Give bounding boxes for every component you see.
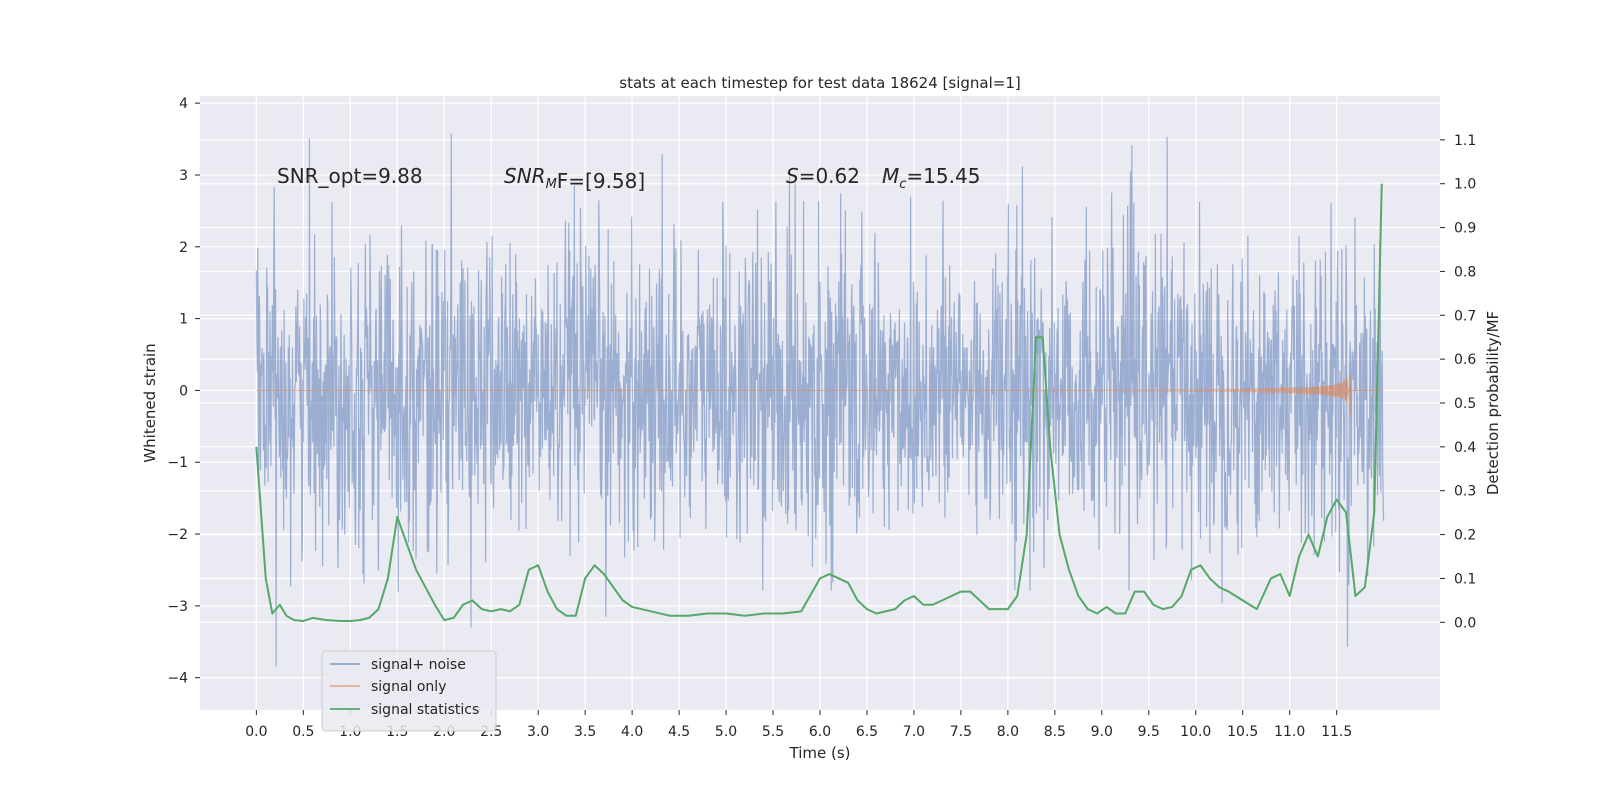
signal-noise-line xyxy=(255,133,1385,667)
y-left-axis-label: Whitened strain xyxy=(141,343,159,462)
y-right-tick-label: 1.1 xyxy=(1454,133,1476,149)
y-right-tick-label: 0.6 xyxy=(1454,352,1476,368)
x-tick-labels: 0.0 0.5 1.0 1.5 2.0 2.5 3.0 3.5 4.0 4.5 5.0 5.5 6.0 6… xyxy=(245,710,1352,740)
y-left-tick-label: 4 xyxy=(179,96,188,112)
legend: signal+ noise signal only signal statist… xyxy=(321,650,497,732)
chirp-mass-annotation: Mc=15.45 xyxy=(882,164,980,192)
x-tick-label: 0.0 xyxy=(245,724,267,740)
s-stat-letter: S xyxy=(786,164,799,188)
snr-opt-annotation: SNR_opt=9.88 xyxy=(277,164,423,188)
signal-noise-series xyxy=(255,133,1385,667)
mc-value: =15.45 xyxy=(906,164,980,188)
y-left-tick-labels: 4 3 2 1 0 −1 −2 −3 −4 xyxy=(167,96,200,687)
x-tick-label: 8.0 xyxy=(997,724,1019,740)
snr-mf-base: SNR xyxy=(504,164,546,188)
legend-label-signal-noise: signal+ noise xyxy=(371,657,466,673)
signal-statistics-series xyxy=(255,183,1383,622)
signal-only-line xyxy=(256,375,1384,416)
y-right-tick-label: 0.3 xyxy=(1454,484,1476,500)
y-left-tick-label: 0 xyxy=(179,383,188,399)
mc-base: M xyxy=(882,164,899,188)
y-right-tick-label: 0.1 xyxy=(1454,571,1476,587)
y-right-tick-label: 0.7 xyxy=(1454,308,1476,324)
snr-mf-value: F=[9.58] xyxy=(557,169,645,193)
x-tick-label: 9.0 xyxy=(1091,724,1113,740)
signal-only-series xyxy=(256,375,1384,416)
y-right-tick-label: 0.9 xyxy=(1454,221,1476,237)
x-tick-label: 5.0 xyxy=(715,724,737,740)
y-right-tick-label: 0.0 xyxy=(1454,615,1476,631)
y-right-axis-label: Detection probability/MF xyxy=(1484,311,1502,495)
s-stat-annotation: S=0.62 xyxy=(786,164,860,188)
x-tick-label: 7.0 xyxy=(903,724,925,740)
x-tick-label: 4.5 xyxy=(668,724,690,740)
y-right-tick-label: 0.8 xyxy=(1454,264,1476,280)
x-tick-label: 6.0 xyxy=(809,724,831,740)
x-tick-label: 11.0 xyxy=(1274,724,1305,740)
chart-title: stats at each timestep for test data 186… xyxy=(619,74,1020,92)
signal-statistics-line xyxy=(255,183,1383,622)
y-left-tick-label: 1 xyxy=(179,312,188,328)
y-right-tick-label: 0.4 xyxy=(1454,440,1476,456)
x-axis-label: Time (s) xyxy=(789,744,851,762)
legend-box xyxy=(321,650,497,732)
s-stat-value: =0.62 xyxy=(799,164,860,188)
legend-label-signal-statistics: signal statistics xyxy=(371,702,479,718)
y-left-tick-label: −3 xyxy=(167,599,188,615)
legend-label-signal-only: signal only xyxy=(371,679,446,695)
x-tick-label: 3.5 xyxy=(574,724,596,740)
y-right-tick-label: 1.0 xyxy=(1454,177,1476,193)
y-left-tick-label: −4 xyxy=(167,671,188,687)
y-right-tick-labels: 0.0 0.1 0.2 0.3 0.4 0.5 0.6 0.7 0.8 0.9 1.0 1.1 xyxy=(1440,133,1476,631)
x-tick-label: 10.0 xyxy=(1180,724,1211,740)
x-tick-label: 9.5 xyxy=(1138,724,1160,740)
y-left-tick-label: −1 xyxy=(167,455,188,471)
x-tick-label: 5.5 xyxy=(762,724,784,740)
snr-mf-subscript: M xyxy=(546,177,557,192)
x-tick-label: 8.5 xyxy=(1044,724,1066,740)
y-right-tick-label: 0.2 xyxy=(1454,528,1476,544)
snr-mf-annotation: SNRMF=[9.58] xyxy=(504,164,645,193)
y-left-tick-label: 3 xyxy=(179,168,188,184)
x-tick-label: 0.5 xyxy=(292,724,314,740)
x-tick-label: 4.0 xyxy=(621,724,643,740)
mc-subscript: c xyxy=(899,177,906,192)
y-left-tick-label: 2 xyxy=(179,240,188,256)
x-tick-label: 6.5 xyxy=(856,724,878,740)
y-right-tick-label: 0.5 xyxy=(1454,396,1476,412)
x-tick-label: 10.5 xyxy=(1227,724,1258,740)
y-left-tick-label: −2 xyxy=(167,527,188,543)
x-tick-label: 7.5 xyxy=(950,724,972,740)
x-tick-label: 3.0 xyxy=(527,724,549,740)
x-tick-label: 11.5 xyxy=(1321,724,1352,740)
